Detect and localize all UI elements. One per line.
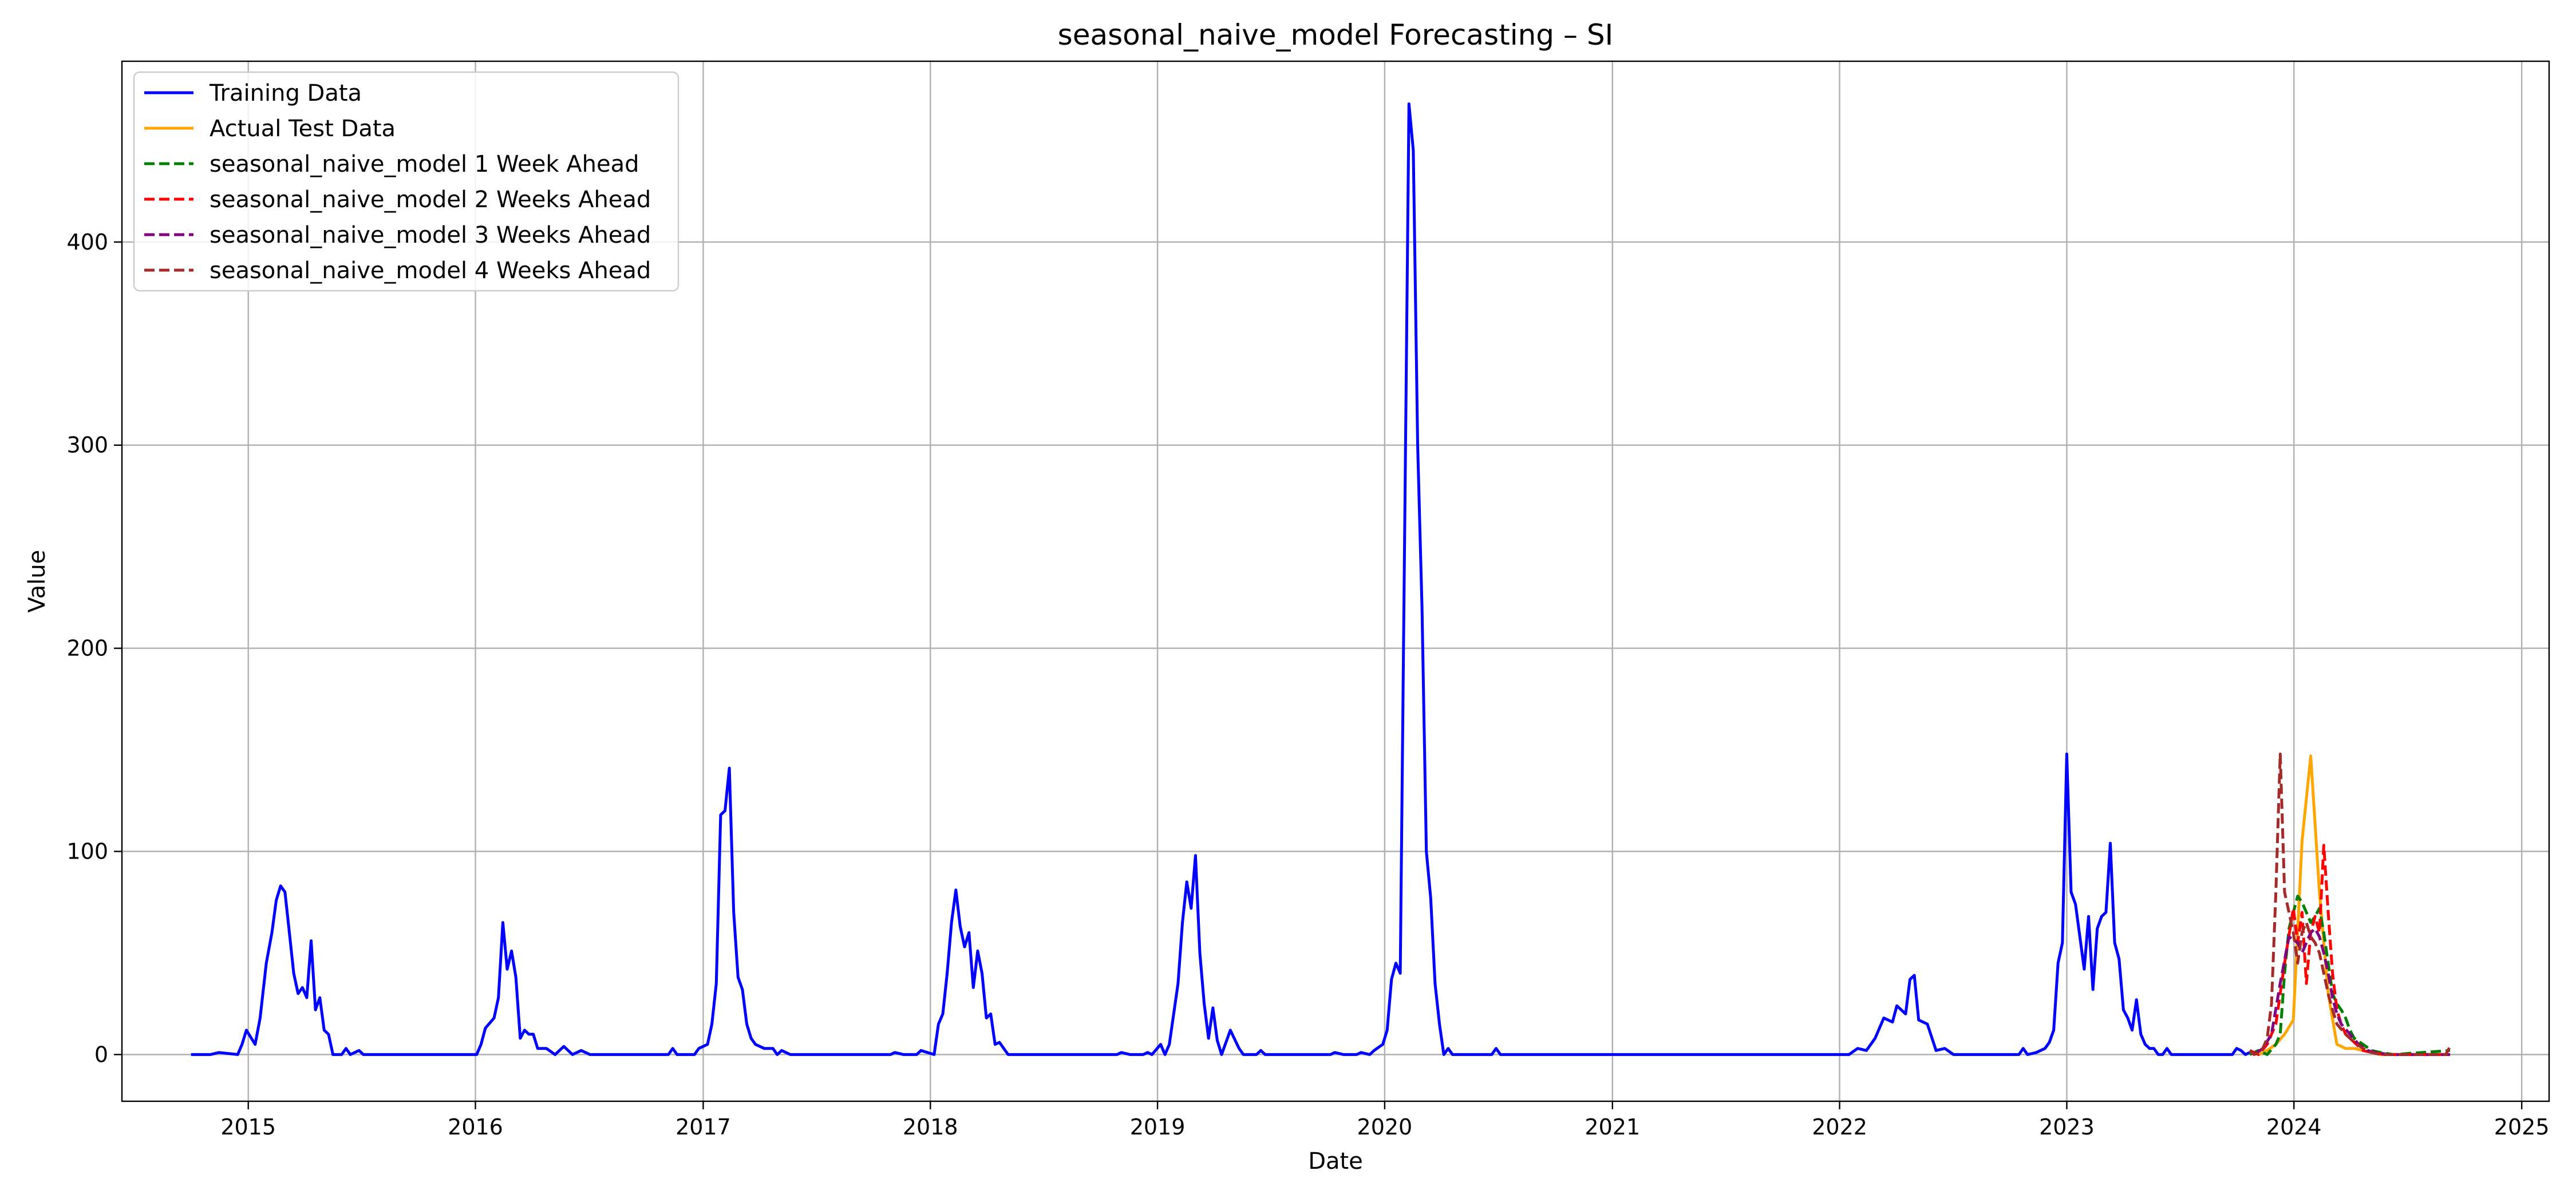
legend-label-6: seasonal_naive_model 4 Weeks Ahead [210,258,651,284]
x-tick-label: 2017 [675,1114,731,1140]
y-tick-label: 300 [66,433,108,458]
series-lines [191,102,2452,1056]
x-tick-label: 2023 [2039,1114,2095,1140]
series-line-6 [2249,752,2452,1056]
legend-label-4: seasonal_naive_model 2 Weeks Ahead [210,187,651,213]
legend-label-3: seasonal_naive_model 1 Week Ahead [210,151,639,177]
x-tick-label: 2018 [903,1114,958,1140]
series-line-1 [191,102,2251,1056]
x-tick-label: 2019 [1130,1114,1186,1140]
y-tick-label: 400 [66,230,108,255]
x-axis-label: Date [1308,1148,1363,1175]
plot-frame [121,60,2550,1102]
series-line-3 [2249,895,2451,1056]
legend: Training Data Actual Test Data seasonal_na… [133,71,679,292]
x-tick-label: 2022 [1812,1114,1867,1140]
y-axis-label: Value [24,550,50,613]
x-tick-label: 2016 [448,1114,503,1140]
legend-box [133,71,679,292]
x-tick-label: 2020 [1357,1114,1413,1140]
x-tick-label: 2015 [220,1114,276,1140]
chart-title: seasonal_naive_model Forecasting – SI [1058,18,1614,52]
legend-label-1: Training Data [209,80,362,106]
y-tick-label: 100 [66,839,108,864]
x-tick-label: 2025 [2494,1114,2550,1140]
axis-ticks: 2015 2016 2017 2018 2019 2020 2021 2022 2023 2024… [66,230,2549,1140]
y-tick-label: 0 [94,1042,108,1067]
legend-label-5: seasonal_naive_model 3 Weeks Ahead [210,222,651,248]
x-tick-label: 2021 [1585,1114,1640,1140]
y-tick-label: 200 [66,636,108,661]
legend-label-2: Actual Test Data [210,116,396,142]
x-tick-label: 2024 [2266,1114,2322,1140]
